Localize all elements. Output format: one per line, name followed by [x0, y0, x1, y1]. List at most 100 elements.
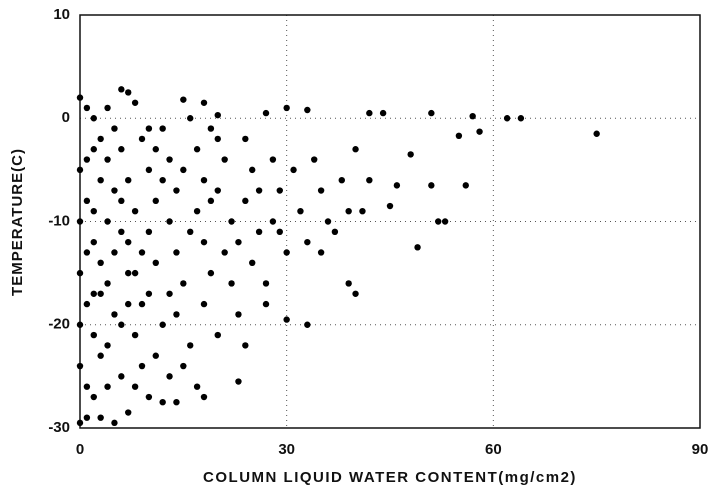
- point: [393, 182, 401, 189]
- point: [76, 269, 84, 277]
- point: [193, 146, 201, 153]
- point: [111, 187, 118, 194]
- point: [83, 300, 91, 308]
- point: [173, 311, 180, 318]
- point: [97, 135, 104, 143]
- point: [111, 419, 118, 427]
- point: [173, 187, 180, 194]
- point: [207, 197, 215, 205]
- point: [476, 128, 483, 135]
- point: [166, 290, 173, 297]
- point: [414, 244, 421, 251]
- point: [159, 321, 166, 328]
- point: [76, 218, 84, 225]
- point: [83, 383, 91, 390]
- point: [207, 269, 215, 277]
- point: [200, 393, 208, 401]
- point: [125, 238, 132, 246]
- point: [152, 146, 159, 153]
- point: [118, 228, 125, 236]
- point: [331, 228, 339, 236]
- point: [242, 342, 249, 349]
- point: [283, 316, 290, 323]
- point: [131, 383, 139, 390]
- x-tick-label: 60: [485, 441, 502, 458]
- point: [207, 125, 215, 132]
- point: [262, 109, 270, 117]
- point: [76, 419, 84, 427]
- point: [283, 104, 290, 112]
- point: [462, 182, 469, 189]
- point: [193, 207, 201, 215]
- point: [138, 135, 146, 143]
- point: [304, 321, 311, 328]
- point: [428, 182, 435, 189]
- point: [104, 280, 111, 287]
- point: [228, 280, 235, 287]
- point: [97, 414, 104, 421]
- point: [338, 177, 345, 184]
- point: [125, 89, 132, 96]
- point: [159, 125, 166, 132]
- point: [145, 125, 153, 132]
- point: [145, 166, 153, 174]
- point: [104, 218, 111, 225]
- point: [97, 259, 104, 266]
- point: [283, 249, 290, 256]
- point: [173, 398, 180, 406]
- point: [221, 249, 228, 256]
- point: [214, 187, 221, 194]
- point: [118, 86, 125, 93]
- point: [359, 207, 366, 215]
- point: [249, 259, 256, 266]
- point: [180, 166, 187, 174]
- point: [180, 280, 187, 287]
- point: [97, 290, 104, 297]
- point: [111, 249, 118, 256]
- point: [159, 398, 166, 406]
- point: [138, 300, 146, 308]
- point: [200, 238, 208, 246]
- point: [90, 146, 97, 153]
- point: [290, 166, 297, 174]
- y-tick-label: -20: [48, 316, 70, 333]
- point: [90, 115, 97, 122]
- point: [242, 135, 249, 143]
- point: [345, 207, 352, 215]
- point: [131, 269, 139, 277]
- point: [311, 156, 318, 163]
- y-tick-label: 0: [62, 109, 70, 126]
- point: [235, 378, 242, 385]
- point: [435, 218, 442, 225]
- point: [138, 249, 146, 256]
- point: [187, 115, 194, 122]
- point: [166, 373, 173, 380]
- point: [83, 197, 91, 205]
- point: [242, 197, 249, 205]
- point: [187, 228, 194, 236]
- point: [83, 249, 91, 256]
- point: [90, 290, 97, 297]
- point: [262, 300, 270, 308]
- point: [173, 249, 180, 256]
- point: [152, 259, 159, 266]
- point: [255, 228, 263, 236]
- point: [131, 99, 139, 106]
- point: [407, 151, 414, 158]
- y-tick-label: 10: [53, 6, 70, 23]
- point: [83, 156, 91, 163]
- point: [118, 321, 125, 328]
- point: [455, 132, 463, 140]
- point: [304, 106, 311, 114]
- point: [145, 228, 153, 236]
- point: [118, 197, 125, 205]
- x-tick-label: 30: [278, 441, 295, 458]
- point: [131, 207, 139, 215]
- point: [228, 218, 235, 225]
- point: [166, 156, 173, 163]
- x-tick-label: 90: [692, 441, 709, 458]
- point: [255, 187, 263, 194]
- point: [200, 177, 208, 184]
- point: [386, 202, 394, 210]
